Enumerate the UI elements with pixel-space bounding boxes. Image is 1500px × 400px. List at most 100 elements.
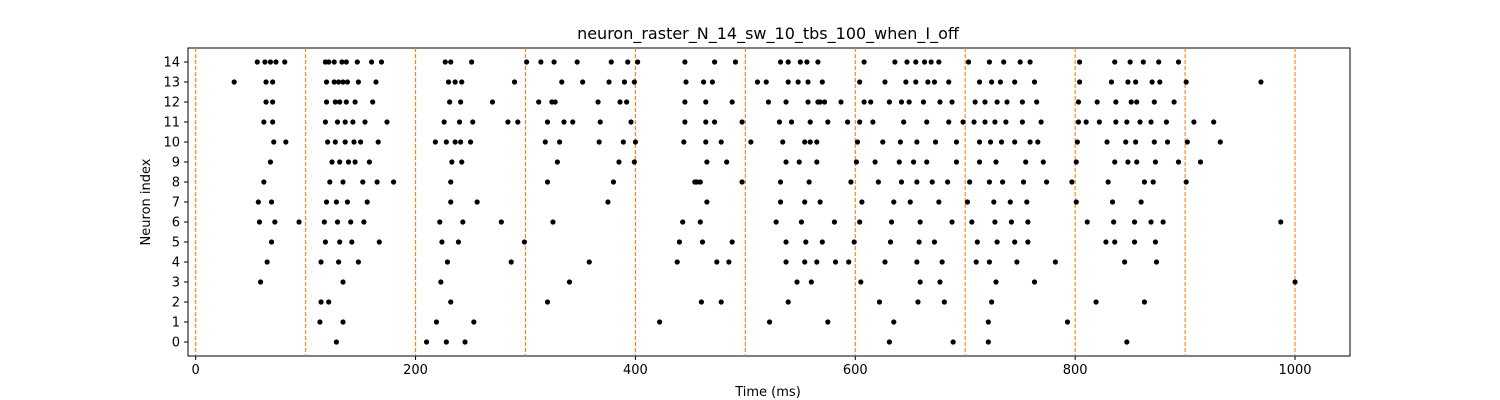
spike-point <box>378 59 385 65</box>
spike-point <box>635 59 641 65</box>
spike-point <box>796 159 802 165</box>
spike-point <box>270 119 276 125</box>
spike-point <box>625 59 631 65</box>
spike-point <box>776 119 783 125</box>
spike-point <box>321 219 327 225</box>
spike-point <box>348 219 354 225</box>
spike-point <box>783 99 789 105</box>
spike-point <box>1027 139 1033 145</box>
spike-point <box>817 199 823 205</box>
spike-point <box>322 239 329 245</box>
spike-point <box>1153 259 1160 265</box>
spike-point <box>920 99 927 105</box>
spike-point <box>916 239 922 245</box>
spike-point <box>974 239 980 245</box>
spike-point <box>1109 199 1116 205</box>
x-axis-title: Time (ms) <box>734 385 801 400</box>
spike-point <box>254 59 260 65</box>
spike-point <box>262 59 268 65</box>
spike-point <box>946 119 952 125</box>
chart-title: neuron_raster_N_14_sw_10_tbs_100_when_I_… <box>577 24 960 44</box>
spike-point <box>1134 159 1140 165</box>
spike-point <box>459 79 465 85</box>
spike-point <box>797 59 803 65</box>
spike-point <box>1076 59 1083 65</box>
spike-point <box>1128 99 1134 105</box>
spike-point <box>340 279 346 285</box>
spike-point <box>337 159 343 165</box>
spike-point <box>282 59 288 65</box>
spike-point <box>332 139 338 145</box>
spike-point <box>989 79 995 85</box>
spike-point <box>438 279 444 285</box>
spike-point <box>318 299 324 305</box>
spike-point <box>1141 299 1148 305</box>
spike-point <box>256 219 263 225</box>
spike-point <box>802 259 808 265</box>
spike-point <box>498 219 504 225</box>
spike-point <box>674 259 680 265</box>
spike-point <box>986 179 993 185</box>
spike-point <box>1137 119 1143 125</box>
spike-point <box>456 119 463 125</box>
spike-point <box>340 179 346 185</box>
spike-point <box>344 199 351 205</box>
spike-point <box>437 219 443 225</box>
plot-frame <box>187 47 1351 357</box>
spike-point <box>682 119 688 125</box>
spike-point <box>1141 179 1148 185</box>
spike-point <box>351 139 357 145</box>
spike-point <box>296 219 302 225</box>
spike-point <box>896 159 902 165</box>
spike-point <box>1149 79 1155 85</box>
spike-point <box>270 79 276 85</box>
y-tick-label: 1 <box>172 316 180 331</box>
spike-point <box>1073 199 1079 205</box>
spike-point <box>891 319 897 325</box>
spike-point <box>349 239 355 245</box>
spike-point <box>785 299 791 305</box>
spike-point <box>1278 219 1284 225</box>
spike-point <box>544 299 551 305</box>
spike-point <box>861 59 867 65</box>
spike-point <box>1152 159 1159 165</box>
spike-point <box>586 259 592 265</box>
spike-point <box>903 79 909 85</box>
spike-point <box>914 139 920 145</box>
spike-point <box>910 159 917 165</box>
spike-point <box>329 159 335 165</box>
spike-point <box>936 199 942 205</box>
spike-point <box>857 79 863 85</box>
y-tick-label: 9 <box>172 156 180 171</box>
spike-point <box>624 99 630 105</box>
spike-point <box>452 139 458 145</box>
spike-point <box>552 99 558 105</box>
spike-point <box>783 239 789 245</box>
spike-point <box>318 259 324 265</box>
spike-point <box>373 79 379 85</box>
spike-point <box>697 219 703 225</box>
spike-point <box>949 99 955 105</box>
spike-point <box>352 159 358 165</box>
spike-point <box>1148 219 1154 225</box>
spike-point <box>699 239 706 245</box>
spike-point <box>489 99 496 105</box>
spike-point <box>370 99 376 105</box>
spike-point <box>819 239 825 245</box>
spike-point <box>448 59 454 65</box>
spike-point <box>1014 259 1020 265</box>
spike-point <box>1123 139 1129 145</box>
spike-point <box>340 79 346 85</box>
spike-point <box>1025 239 1031 245</box>
spike-point <box>336 79 342 85</box>
spike-point <box>982 119 988 125</box>
y-tick-label: 2 <box>172 296 180 311</box>
spike-point <box>459 159 465 165</box>
spike-point <box>1133 79 1139 85</box>
spike-point <box>1064 319 1071 325</box>
spike-point <box>1001 59 1007 65</box>
spike-point <box>261 119 267 125</box>
spike-point <box>972 99 978 105</box>
spike-point <box>616 159 622 165</box>
